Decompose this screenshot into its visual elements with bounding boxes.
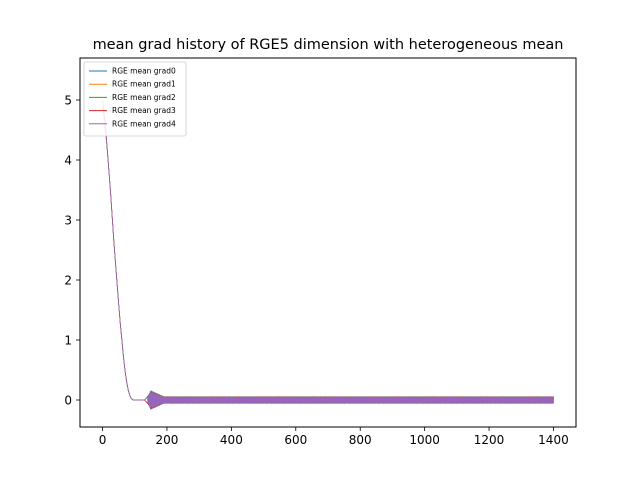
x-tick-label: 400 — [220, 433, 243, 447]
y-tick-label: 0 — [64, 394, 72, 408]
y-tick-label: 1 — [64, 334, 72, 348]
series-line — [102, 99, 554, 409]
x-tick-label: 1400 — [538, 433, 569, 447]
legend-label: RGE mean grad1 — [112, 80, 176, 89]
chart-title: mean grad history of RGE5 dimension with… — [93, 37, 564, 53]
plot-frame — [79, 57, 577, 428]
x-axis: 0 200 400 600 800 1000 1200 1400 — [99, 427, 569, 447]
y-tick-label: 4 — [64, 154, 72, 168]
x-tick-label: 0 — [99, 433, 107, 447]
legend: RGE mean grad0 RGE mean grad1 RGE mean gra… — [83, 61, 187, 137]
legend-label: RGE mean grad3 — [112, 106, 176, 115]
legend-label: RGE mean grad0 — [112, 67, 176, 76]
y-axis: 0 1 2 3 4 5 — [64, 94, 80, 408]
y-tick-label: 2 — [64, 274, 72, 288]
legend-label: RGE mean grad4 — [112, 119, 176, 128]
legend-box — [83, 61, 187, 137]
plot-lines — [102, 99, 554, 410]
y-tick-label: 5 — [64, 94, 72, 108]
x-tick-label: 1000 — [409, 433, 440, 447]
x-tick-label: 800 — [349, 433, 372, 447]
x-tick-label: 1200 — [474, 433, 505, 447]
x-tick-label: 200 — [156, 433, 179, 447]
legend-label: RGE mean grad2 — [112, 93, 176, 102]
y-tick-label: 3 — [64, 214, 72, 228]
x-tick-label: 600 — [284, 433, 307, 447]
